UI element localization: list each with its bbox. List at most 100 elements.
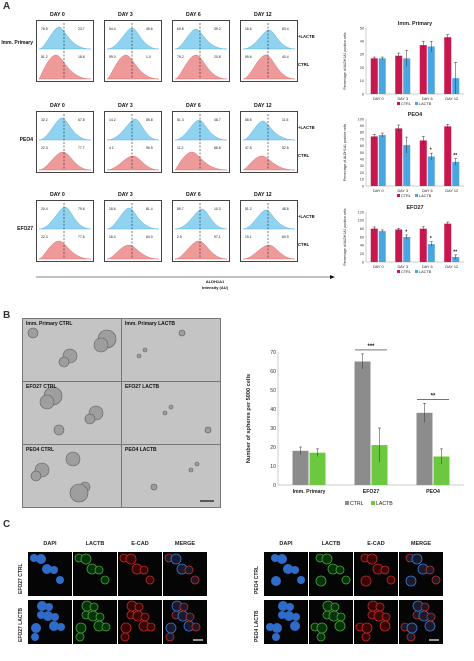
cell: [366, 553, 378, 565]
ctrl-histogram: [38, 240, 92, 260]
y-tick-label: 50: [360, 26, 364, 30]
significance-marker: **: [431, 393, 436, 399]
fluorescence-signal: [74, 553, 110, 585]
y-tick-label: 60: [360, 235, 364, 239]
y-tick-label: 10: [360, 178, 364, 182]
histogram-plot: 20.4 79.6 22.4 77.6: [38, 203, 92, 260]
lactb-histogram: [242, 120, 296, 141]
gate-percentage: 79.2: [177, 55, 184, 59]
cell: [411, 553, 423, 565]
legend-label: LACTB: [419, 194, 432, 198]
cell: [36, 554, 46, 564]
micrograph-image: [23, 445, 121, 507]
cell: [120, 632, 130, 642]
cell: [381, 612, 391, 622]
ctrl-row-label: CTRL: [298, 153, 310, 158]
error-bar: [405, 136, 409, 154]
y-tick-label: 40: [360, 158, 364, 162]
fluorescence-signal: [310, 600, 346, 642]
y-tick-label: 100: [358, 219, 364, 223]
bar-lactb: [309, 452, 326, 485]
bar-ctrl: [419, 140, 427, 186]
gate-percentage: 67.8: [78, 118, 85, 122]
flow-histogram: 54.4 45.6 99.0 1.0: [104, 20, 162, 82]
y-tick-label: 20: [360, 171, 364, 175]
bar-ctrl: [395, 128, 403, 186]
gate-percentage: 22.3: [41, 146, 48, 150]
y-tick-label: 90: [360, 124, 364, 128]
fluorescence-image: [73, 552, 117, 596]
lactb-row-label: +LACTB: [298, 214, 315, 219]
gate-percentage: 2.9: [177, 235, 182, 239]
y-tick-label: 40: [360, 244, 364, 248]
bar-lactb: [452, 161, 460, 186]
y-tick-label: 30: [360, 164, 364, 168]
flow-histogram: 76.5 23.7 81.2 18.8: [36, 20, 94, 82]
bar-chart-0: Imm. Primary 0 10 20 30 40 50 Percentage of ALD…: [343, 21, 464, 106]
cell: [51, 613, 59, 621]
gate-percentage: 83.4: [282, 27, 289, 31]
histogram-plot: 14.2 85.8 4.1 95.9: [106, 114, 160, 171]
error-bar: [299, 446, 302, 455]
y-tick-label: 100: [358, 117, 364, 121]
legend-swatch: [397, 270, 400, 273]
cell: [125, 553, 137, 565]
error-bar: [421, 40, 425, 50]
panel-c-letter: C: [3, 519, 11, 530]
cell: [315, 575, 327, 587]
y-tick-label: 80: [360, 131, 364, 135]
chart-title: Imm. Primary: [398, 21, 432, 27]
gate-percentage: 80.9: [282, 235, 289, 239]
cell: [278, 601, 288, 611]
lactb-histogram: [174, 208, 228, 230]
gate-percentage: 54.4: [109, 27, 116, 31]
gate-percentage: 77.7: [78, 146, 85, 150]
fluorescence-image: [399, 552, 443, 596]
row-label: EFO27 LACTB: [18, 607, 24, 642]
channel-header: MERGE: [174, 541, 196, 547]
bar-lactb: [403, 58, 411, 94]
error-bar: [429, 241, 433, 247]
channel-header: LACTB: [85, 541, 105, 547]
fluorescence-image: [399, 600, 443, 644]
day-label: DAY 6: [186, 103, 201, 109]
x-tick-label: PEO4: [426, 489, 440, 495]
legend-label: CTRL: [401, 102, 411, 106]
y-axis-label: Number of spheres per 5000 cells: [246, 374, 252, 463]
gate-percentage: 52.5: [282, 146, 289, 150]
lactb-row-label: +LACTB: [298, 125, 315, 130]
cell: [271, 554, 279, 562]
panel-a-letter: A: [3, 1, 11, 12]
ctrl-row-label: CTRL: [298, 62, 310, 67]
cell: [94, 565, 104, 575]
sphere: [178, 329, 186, 337]
sphere-micrograph: EFO27 LACTB: [121, 381, 221, 445]
sphere: [58, 356, 70, 368]
ctrl-histogram: [242, 54, 296, 80]
x-tick-label: DAY 3: [397, 189, 408, 193]
fluorescence-signal: [119, 553, 155, 585]
y-tick-label: 20: [270, 445, 276, 451]
cell: [56, 576, 64, 584]
legend-label: LACTB: [419, 102, 432, 106]
cell: [336, 612, 346, 622]
sphere-micrograph: PEO4 CTRL: [22, 444, 122, 508]
x-tick-label: Imm. Primary: [293, 489, 326, 495]
cell: [379, 620, 391, 632]
gate-percentage: 81.4: [146, 207, 153, 211]
day-label: DAY 6: [186, 12, 201, 18]
y-axis-label: Percentage of ALDH1A1 positive cells: [343, 124, 347, 181]
cell: [145, 575, 155, 585]
chart-title: PEO4: [408, 112, 422, 118]
lactb-histogram: [106, 207, 160, 230]
panel-b-letter: B: [3, 310, 11, 321]
sphere: [136, 353, 142, 359]
gate-percentage: 45.6: [146, 27, 153, 31]
gate-percentage: 19.1: [245, 235, 252, 239]
lactb-histogram: [38, 117, 92, 141]
x-tick-label: DAY 12: [445, 97, 458, 101]
fluorescence-image: [163, 552, 207, 596]
cell: [405, 575, 417, 587]
ctrl-histogram: [106, 244, 160, 260]
legend-swatch: [371, 501, 375, 505]
